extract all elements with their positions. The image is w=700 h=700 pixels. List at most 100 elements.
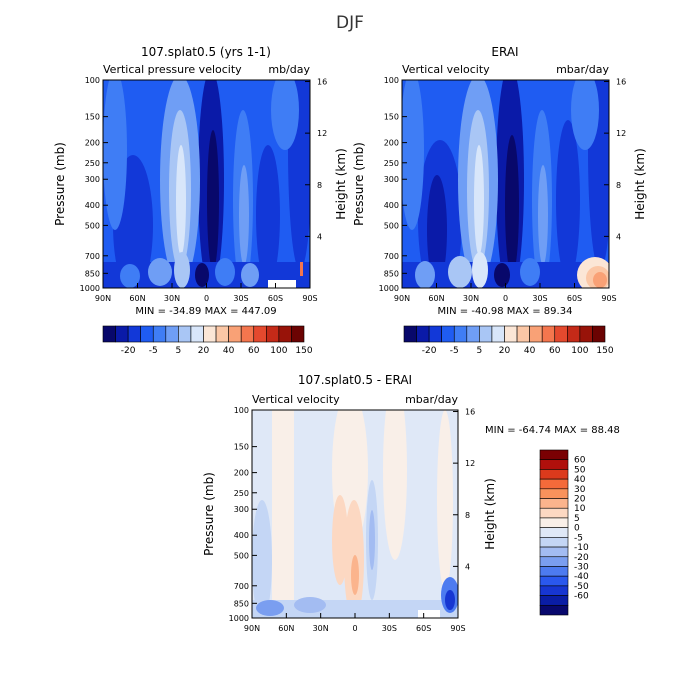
colorbar-swatch — [539, 556, 569, 567]
colorbar-swatch — [416, 325, 430, 343]
colorbar-label: -20 — [121, 346, 136, 356]
colorbar-label: 5 — [574, 514, 580, 524]
colorbar-label: 40 — [574, 475, 586, 485]
y-tick-label: 850 — [85, 269, 100, 278]
x-tick-label: 0 — [204, 294, 209, 303]
y-right-tick-label: 16 — [465, 408, 475, 417]
y-right-tick-label: 4 — [317, 232, 322, 241]
colorbar-label: -10 — [574, 543, 589, 553]
stats-text: MIN = -34.89 MAX = 447.09 — [135, 306, 276, 317]
colorbar-swatch — [539, 604, 569, 616]
y-tick-label: 700 — [85, 252, 100, 261]
y-tick-label: 500 — [234, 551, 249, 560]
y-tick-label: 100 — [85, 76, 100, 85]
y-tick-label: 150 — [85, 113, 100, 122]
panel-subtitle-left: Vertical velocity — [252, 393, 340, 406]
y-tick-label: 200 — [234, 469, 249, 478]
x-tick-label: 30S — [532, 294, 547, 303]
colorbar-label: 60 — [574, 456, 586, 466]
colorbar-label: -60 — [574, 592, 589, 602]
y-right-tick-label: 16 — [317, 78, 327, 87]
colorbar-label: 20 — [499, 346, 511, 356]
colorbar-swatch — [516, 325, 530, 343]
x-tick-label: 90S — [601, 294, 616, 303]
y-tick-label: 250 — [234, 489, 249, 498]
colorbar-swatch — [178, 325, 192, 343]
y-tick-label: 300 — [384, 175, 399, 184]
colorbar-swatch — [539, 498, 569, 509]
contour-field — [252, 410, 458, 618]
colorbar-label: 0 — [574, 524, 580, 534]
colorbar-swatch — [140, 325, 154, 343]
colorbar-label: -5 — [149, 346, 158, 356]
panel-erai: ERAI Vertical velocity mbar/day — [352, 45, 647, 356]
colorbar-swatch — [529, 325, 543, 343]
colorbar-swatch — [539, 517, 569, 528]
colorbar-label: 100 — [270, 346, 287, 356]
y-right-tick-label: 8 — [616, 181, 621, 190]
colorbar-swatch — [428, 325, 442, 343]
x-tick-label: 60N — [129, 294, 145, 303]
colorbar-swatch — [539, 488, 569, 499]
x-tick-label: 60S — [268, 294, 283, 303]
colorbar-label: 20 — [574, 495, 586, 505]
colorbar-label: 5 — [477, 346, 483, 356]
colorbar-swatch — [453, 325, 468, 343]
colorbar-label: 20 — [198, 346, 210, 356]
colorbar-label: 30 — [574, 485, 586, 495]
axis-label-right: Height (km) — [483, 478, 497, 549]
contour-field — [103, 80, 310, 288]
x-tick-label: 60S — [416, 624, 431, 633]
y-right-tick-label: 4 — [465, 562, 470, 571]
colorbar-swatch — [504, 325, 518, 343]
y-right-tick-label: 8 — [465, 511, 470, 520]
panel-subtitle-left: Vertical pressure velocity — [103, 63, 242, 76]
x-tick-label: 30S — [382, 624, 397, 633]
y-right-tick-label: 4 — [616, 232, 621, 241]
colorbar-label: 100 — [571, 346, 588, 356]
colorbar-swatch — [539, 469, 569, 480]
y-tick-label: 250 — [85, 159, 100, 168]
colorbar-label: 150 — [596, 346, 613, 356]
colorbar-swatch — [539, 527, 569, 538]
colorbar-swatch — [102, 325, 116, 343]
y-tick-label: 700 — [384, 252, 399, 261]
panel-title: ERAI — [491, 45, 518, 59]
y-tick-label: 500 — [85, 221, 100, 230]
colorbar-label: -20 — [574, 553, 589, 563]
colorbar-swatch — [592, 325, 606, 343]
y-tick-label: 850 — [234, 599, 249, 608]
colorbar-label: -20 — [422, 346, 437, 356]
colorbar-swatch — [539, 585, 569, 596]
panel-difference: 107.splat0.5 - ERAI Vertical velocity mb… — [202, 373, 620, 633]
colorbar-label: 60 — [549, 346, 561, 356]
axis-label-left: Pressure (mb) — [53, 142, 67, 226]
colorbar-swatch — [215, 325, 229, 343]
panel-subtitle-right: mb/day — [268, 63, 310, 76]
colorbar-label: 150 — [295, 346, 312, 356]
y-tick-label: 150 — [384, 113, 399, 122]
colorbar-swatch — [266, 325, 280, 343]
y-tick-label: 200 — [384, 139, 399, 148]
colorbar-swatch — [539, 595, 569, 606]
axis-label-left: Pressure (mb) — [202, 472, 216, 556]
colorbar-swatch — [491, 325, 505, 343]
panel-subtitle-right: mbar/day — [556, 63, 609, 76]
x-tick-label: 30S — [233, 294, 248, 303]
y-tick-label: 100 — [234, 406, 249, 415]
y-right-tick-label: 12 — [616, 129, 626, 138]
colorbar-swatch — [539, 507, 569, 519]
colorbar-label: 60 — [248, 346, 260, 356]
colorbar-label: -5 — [450, 346, 459, 356]
colorbar-swatch — [539, 478, 569, 490]
colorbar-label: -5 — [574, 533, 583, 543]
colorbar-label: -50 — [574, 582, 589, 592]
colorbar-swatch — [190, 325, 204, 343]
colorbar-swatch — [567, 325, 581, 343]
colorbar-swatch — [539, 546, 569, 558]
contour-field — [402, 80, 609, 288]
colorbar-label: -30 — [574, 562, 589, 572]
y-tick-label: 1000 — [80, 284, 100, 293]
x-tick-label: 90N — [244, 624, 260, 633]
